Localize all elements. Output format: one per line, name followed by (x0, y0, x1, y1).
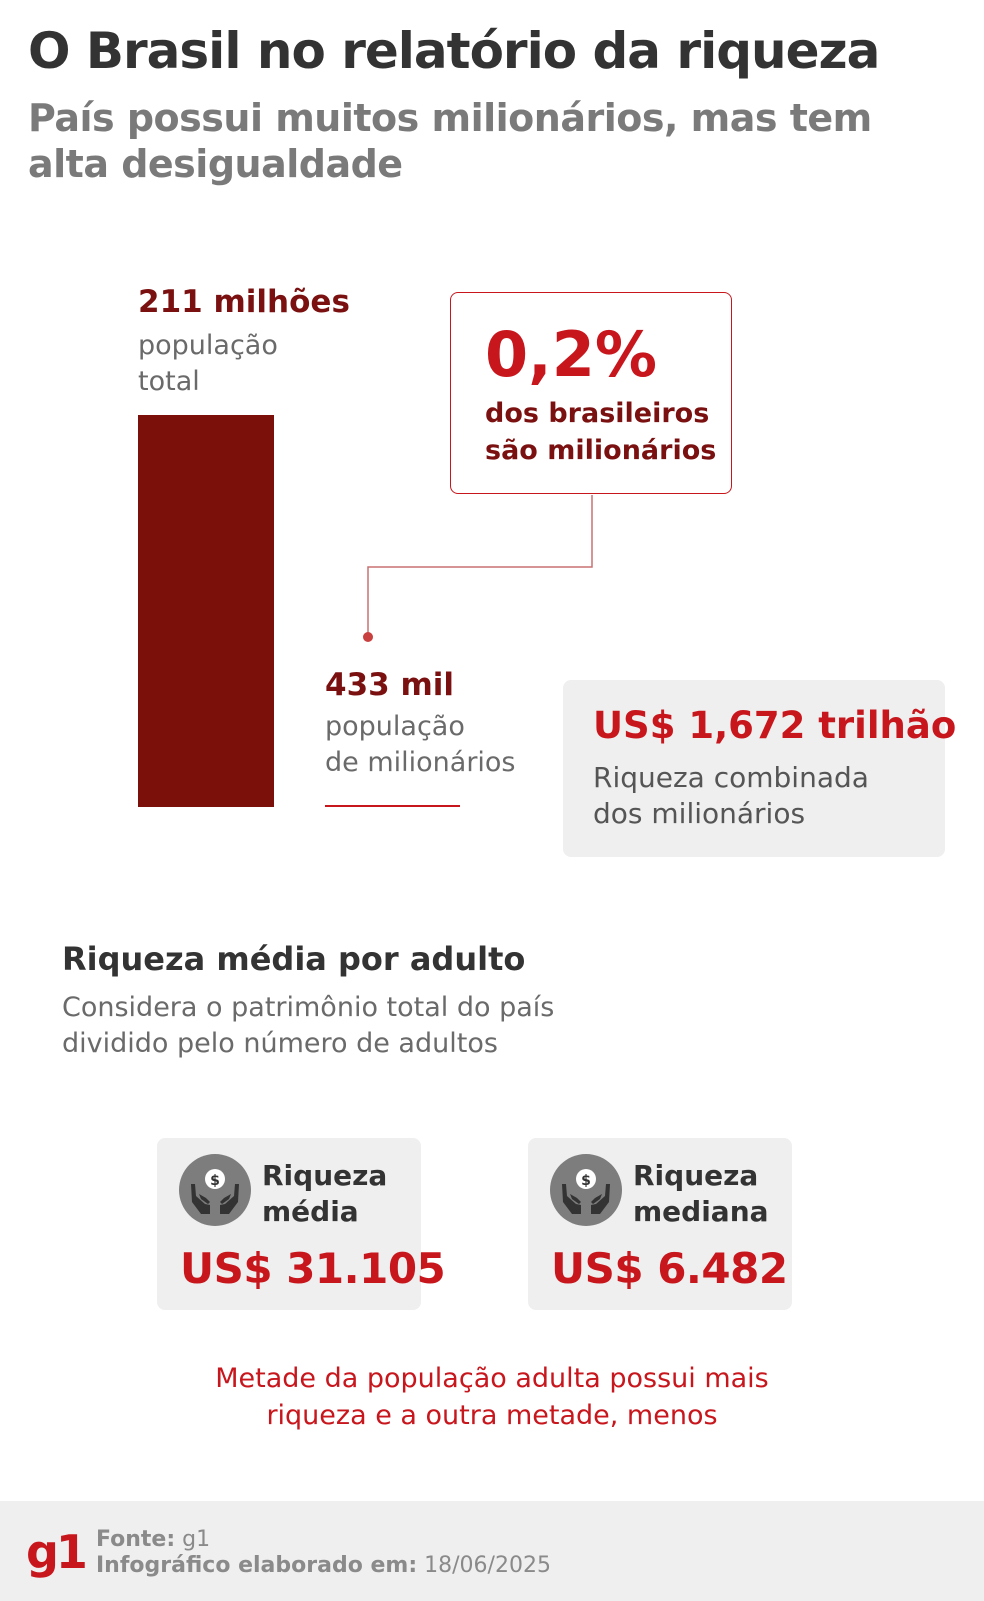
mean-wealth-label-line2: média (262, 1195, 359, 1228)
millionaires-population-label-line2: de milionários (325, 747, 516, 778)
svg-text:$: $ (581, 1173, 591, 1189)
section-description: Considera o patrimônio total do país div… (62, 990, 554, 1062)
total-population-label-line2: total (138, 366, 200, 397)
total-population-label-line1: população (138, 330, 278, 361)
source-label: Fonte: (96, 1527, 176, 1552)
millionaires-population-label-line1: população (325, 711, 465, 742)
millionaire-share-desc: dos brasileiros são milionários (485, 395, 716, 469)
total-population-label: população total (138, 328, 278, 400)
source-credits: Fonte: g1 Infográfico elaborado em: 18/0… (96, 1527, 551, 1579)
median-wealth-label: Riqueza mediana (633, 1158, 769, 1230)
millionaires-population-bar (325, 805, 460, 807)
median-note-line2: riqueza e a outra metade, menos (266, 1400, 718, 1431)
combined-wealth-desc: Riqueza combinada dos milionários (593, 760, 869, 832)
millionaire-share-desc-line1: dos brasileiros (485, 398, 710, 429)
source-value: g1 (182, 1527, 211, 1552)
millionaire-share-value: 0,2% (485, 318, 657, 391)
section-description-line1: Considera o patrimônio total do país (62, 992, 555, 1023)
source-line: Fonte: g1 (96, 1527, 551, 1553)
millionaires-population-value: 433 mil (325, 667, 455, 703)
mean-wealth-label: Riqueza média (262, 1158, 387, 1230)
median-wealth-label-line2: mediana (633, 1195, 769, 1228)
median-wealth-value: US$ 6.482 (551, 1244, 788, 1293)
date-line: Infográfico elaborado em: 18/06/2025 (96, 1553, 551, 1579)
date-value: 18/06/2025 (424, 1553, 551, 1578)
date-label: Infográfico elaborado em: (96, 1553, 418, 1578)
mean-wealth-value: US$ 31.105 (180, 1244, 446, 1293)
combined-wealth-value: US$ 1,672 trilhão (593, 704, 957, 747)
combined-wealth-desc-line1: Riqueza combinada (593, 761, 869, 794)
page-title: O Brasil no relatório da riqueza (28, 22, 880, 80)
total-population-value: 211 milhões (138, 284, 350, 320)
page-subtitle: País possui muitos milionários, mas tem … (28, 96, 872, 186)
svg-text:$: $ (210, 1173, 220, 1189)
section-description-line2: dividido pelo número de adultos (62, 1028, 498, 1059)
money-hands-icon: $ (179, 1154, 251, 1226)
combined-wealth-box (563, 680, 945, 857)
connector-dot (363, 632, 373, 642)
total-population-bar (138, 415, 274, 807)
median-note-line1: Metade da população adulta possui mais (215, 1363, 769, 1394)
median-note: Metade da população adulta possui mais r… (0, 1360, 984, 1434)
mean-wealth-label-line1: Riqueza (262, 1159, 388, 1192)
g1-logo: g1 (26, 1525, 88, 1579)
section-title: Riqueza média por adulto (62, 940, 526, 978)
footer (0, 1501, 984, 1601)
combined-wealth-desc-line2: dos milionários (593, 797, 806, 830)
money-hands-icon: $ (550, 1154, 622, 1226)
median-wealth-label-line1: Riqueza (633, 1159, 759, 1192)
millionaire-share-desc-line2: são milionários (485, 435, 717, 466)
millionaires-population-label: população de milionários (325, 709, 516, 781)
millionaire-share-box (450, 292, 732, 494)
